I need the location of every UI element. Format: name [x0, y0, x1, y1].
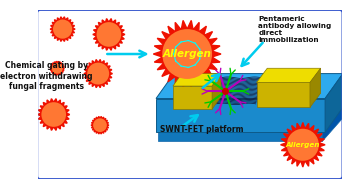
Polygon shape	[156, 74, 342, 98]
Polygon shape	[50, 61, 64, 75]
Polygon shape	[38, 99, 70, 130]
Polygon shape	[50, 17, 75, 41]
Circle shape	[222, 88, 229, 95]
Polygon shape	[158, 76, 342, 98]
Polygon shape	[93, 19, 125, 50]
Circle shape	[93, 118, 107, 132]
Text: SWNT-FET platform: SWNT-FET platform	[160, 125, 244, 134]
Polygon shape	[256, 68, 321, 82]
Circle shape	[96, 22, 121, 47]
Text: Allergen: Allergen	[163, 49, 212, 59]
Circle shape	[41, 102, 66, 127]
Polygon shape	[256, 82, 310, 107]
Polygon shape	[280, 122, 325, 167]
Text: Pentameric
antibody allowing
direct
immobilization: Pentameric antibody allowing direct immo…	[258, 16, 332, 43]
Circle shape	[87, 63, 109, 84]
Circle shape	[53, 19, 72, 39]
Polygon shape	[173, 86, 212, 109]
Polygon shape	[173, 74, 221, 86]
Text: Allergen: Allergen	[286, 142, 320, 148]
Polygon shape	[153, 20, 221, 88]
Polygon shape	[158, 76, 342, 98]
Circle shape	[287, 129, 319, 161]
Polygon shape	[84, 60, 113, 88]
Text: Chemical gating by
electron withdrawing
fungal fragments: Chemical gating by electron withdrawing …	[0, 61, 93, 91]
Polygon shape	[323, 76, 342, 115]
Polygon shape	[325, 74, 342, 132]
Polygon shape	[158, 115, 323, 141]
Polygon shape	[323, 92, 342, 141]
Polygon shape	[310, 68, 321, 107]
Polygon shape	[91, 116, 109, 134]
Circle shape	[162, 29, 212, 79]
Polygon shape	[212, 74, 221, 109]
Circle shape	[52, 63, 63, 74]
Polygon shape	[156, 98, 325, 132]
Polygon shape	[158, 98, 323, 115]
